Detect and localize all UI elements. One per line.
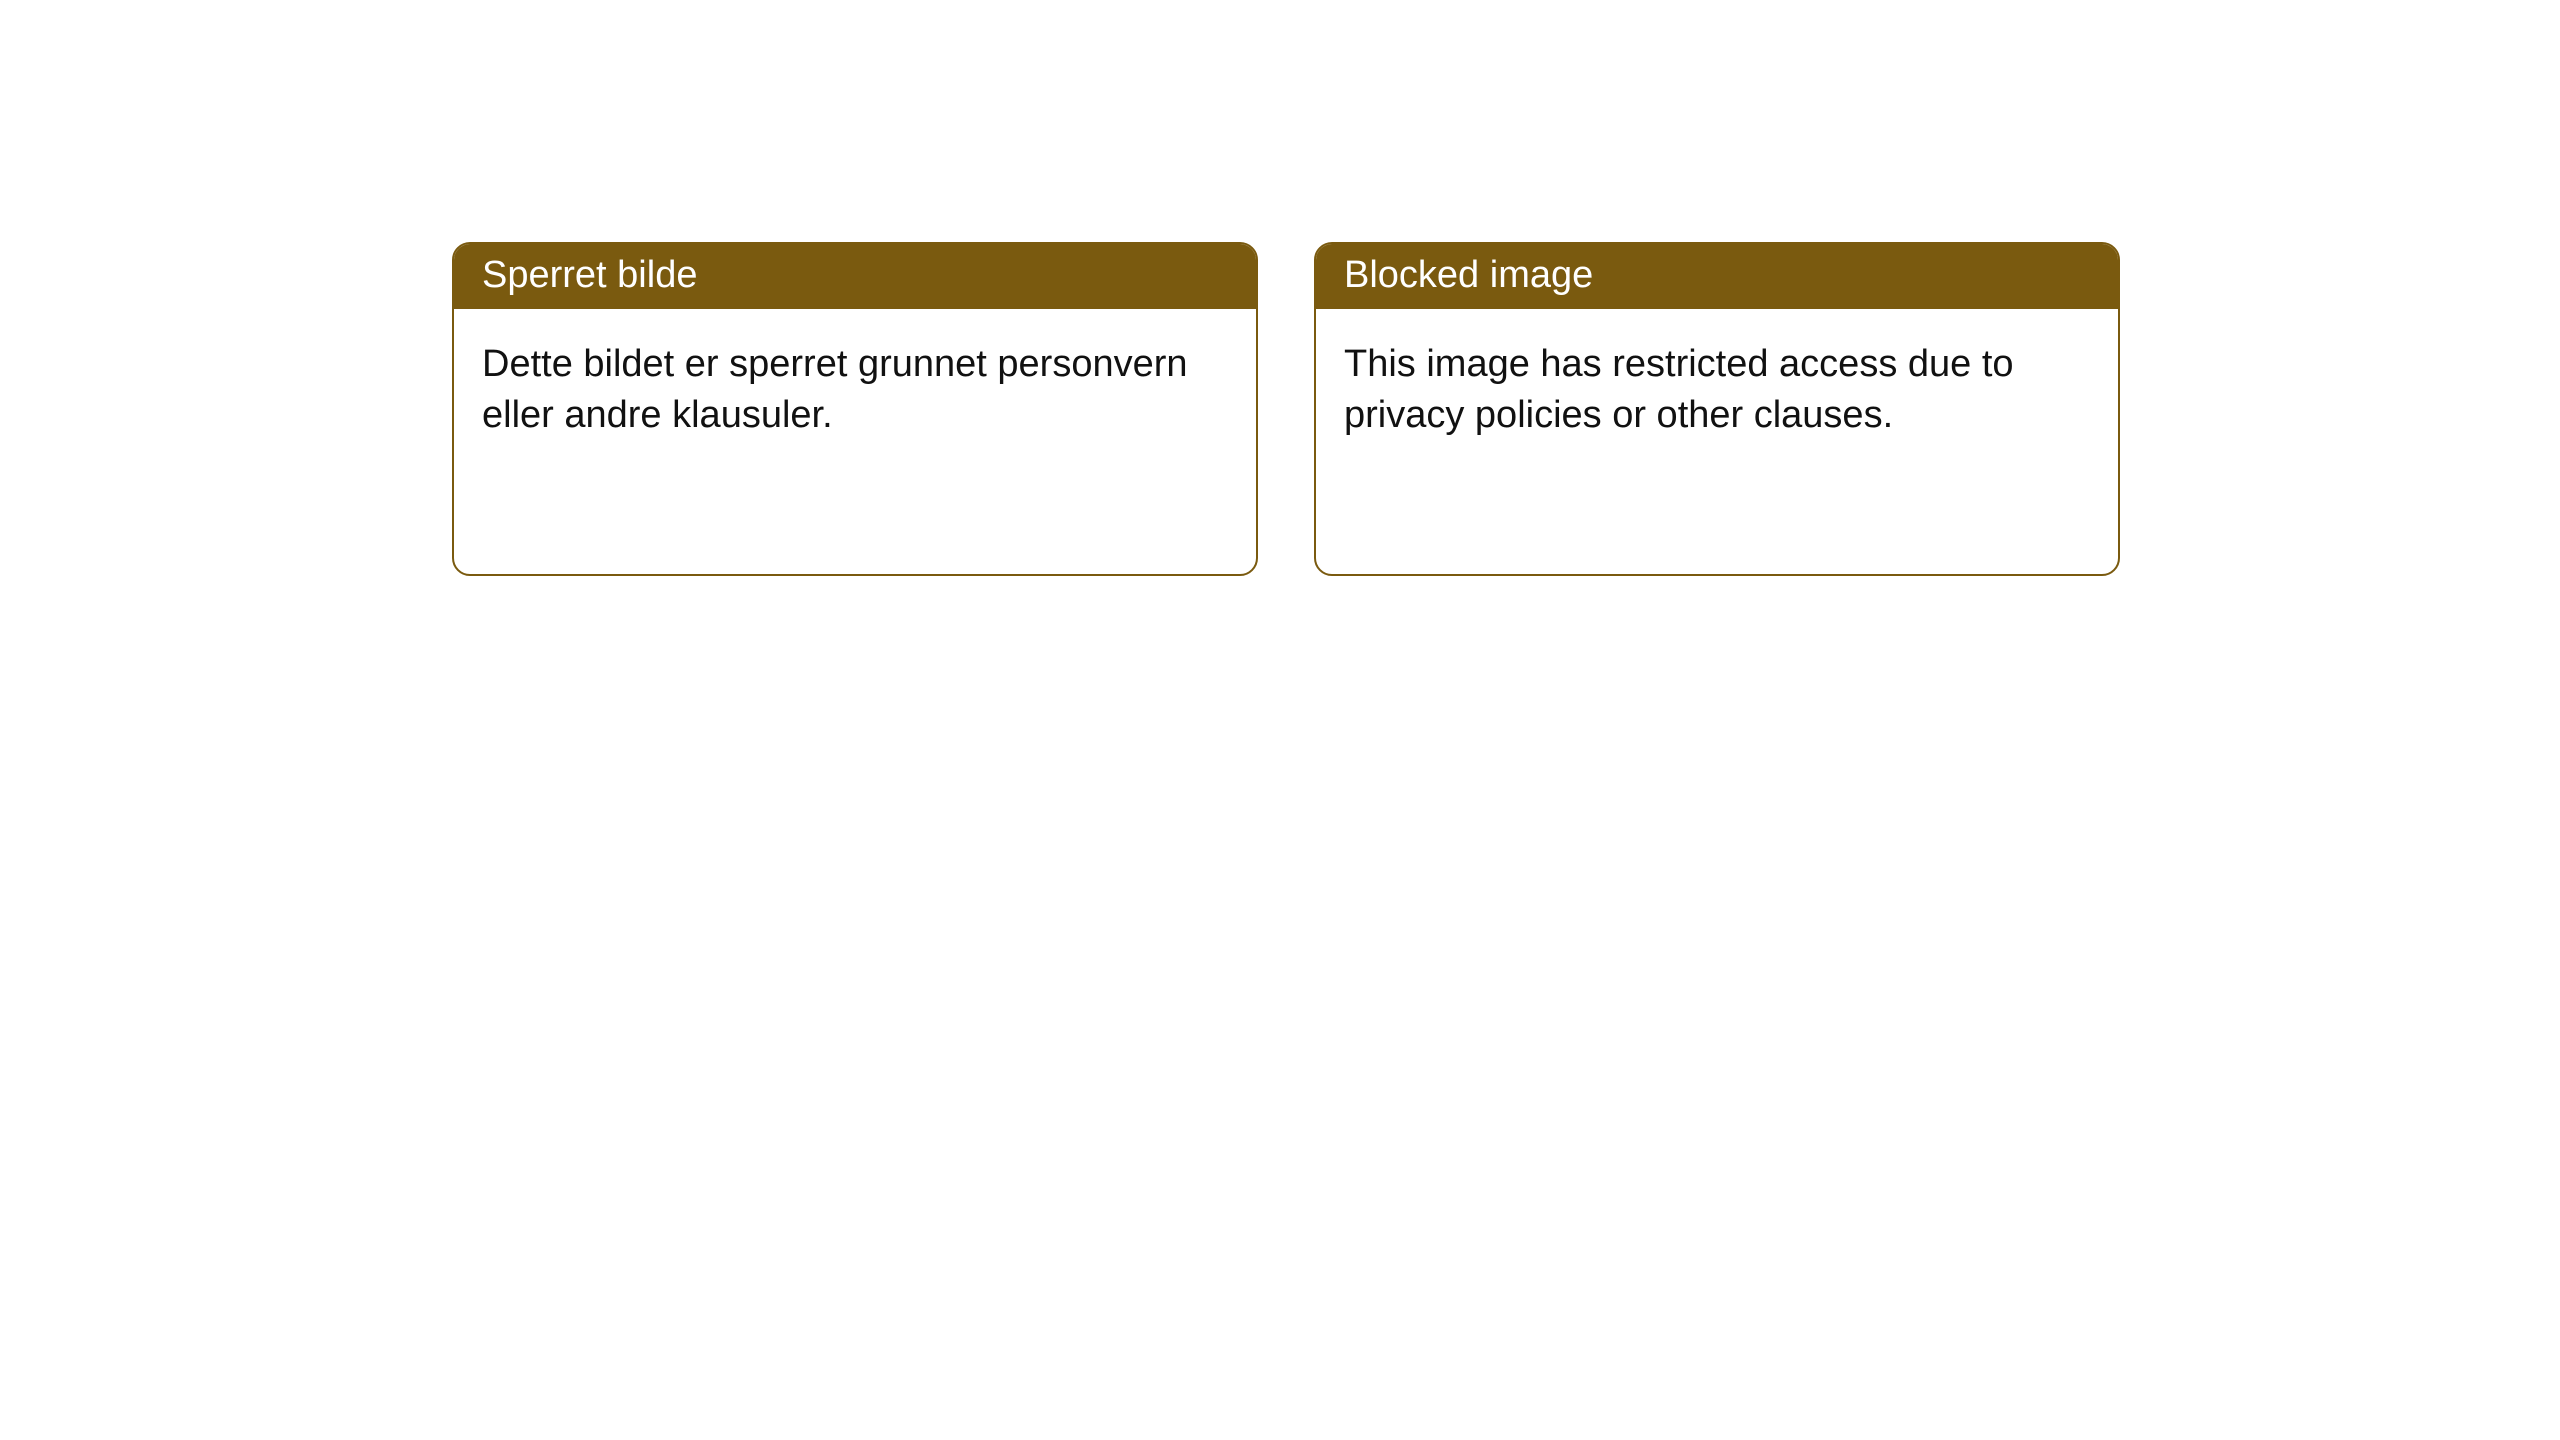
- notice-body: This image has restricted access due to …: [1316, 309, 2118, 472]
- notice-body: Dette bildet er sperret grunnet personve…: [454, 309, 1256, 472]
- notice-card-norwegian: Sperret bilde Dette bildet er sperret gr…: [452, 242, 1258, 576]
- notice-title: Sperret bilde: [454, 244, 1256, 309]
- notice-card-english: Blocked image This image has restricted …: [1314, 242, 2120, 576]
- notice-container: Sperret bilde Dette bildet er sperret gr…: [0, 0, 2560, 576]
- notice-title: Blocked image: [1316, 244, 2118, 309]
